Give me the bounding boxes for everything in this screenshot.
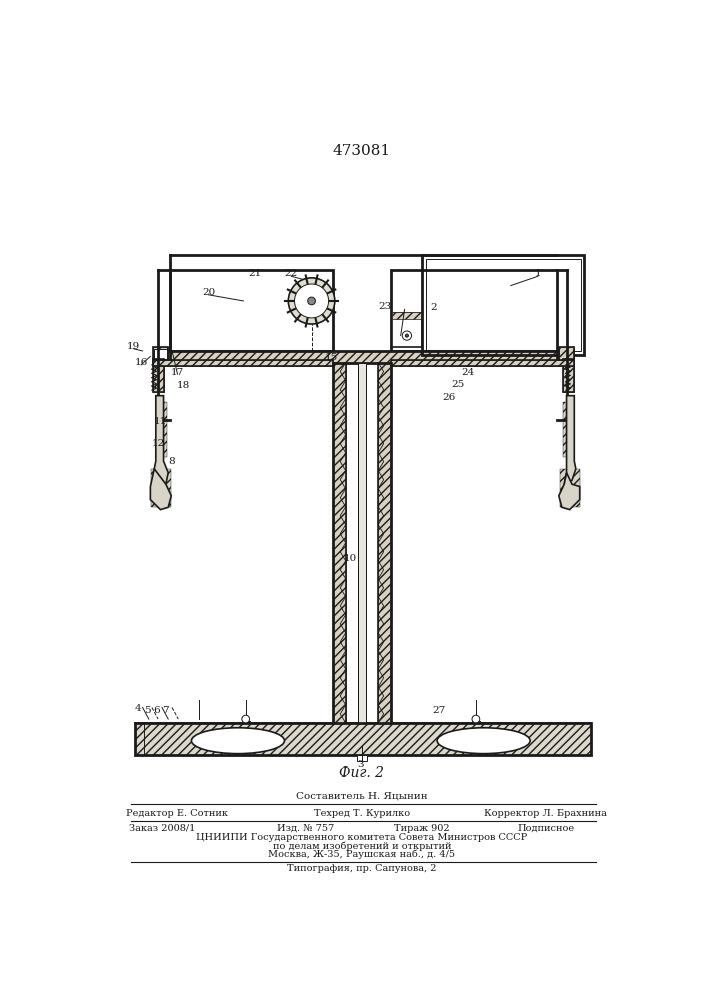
Bar: [156, 402, 168, 457]
Bar: [563, 359, 574, 392]
Circle shape: [472, 715, 480, 723]
Text: 6: 6: [153, 706, 160, 715]
Text: 25: 25: [452, 380, 464, 389]
Text: 3: 3: [357, 760, 363, 769]
Text: 5: 5: [144, 706, 151, 715]
Bar: [153, 360, 333, 366]
Text: 24: 24: [462, 368, 474, 377]
Text: 22: 22: [285, 269, 298, 278]
Text: 23: 23: [378, 302, 392, 311]
Circle shape: [405, 334, 409, 337]
Polygon shape: [564, 396, 575, 484]
Bar: [153, 359, 163, 392]
Text: 19: 19: [127, 342, 140, 351]
Circle shape: [295, 284, 329, 318]
Bar: [153, 360, 333, 366]
Bar: [170, 351, 557, 363]
Bar: [391, 270, 557, 351]
Bar: [392, 312, 421, 319]
Circle shape: [288, 278, 335, 324]
Bar: [391, 360, 574, 366]
Text: по делам изобретений и открытий: по делам изобретений и открытий: [273, 841, 451, 851]
Text: Составитель Н. Яцынин: Составитель Н. Яцынин: [296, 792, 428, 801]
Bar: [358, 363, 366, 723]
Polygon shape: [151, 469, 171, 510]
Ellipse shape: [192, 728, 284, 754]
Bar: [153, 347, 168, 361]
Bar: [333, 363, 346, 723]
Bar: [170, 351, 557, 363]
Text: 15: 15: [325, 353, 337, 362]
Text: 10: 10: [344, 554, 357, 563]
Text: Фиг. 2: Фиг. 2: [339, 766, 385, 780]
Text: 16: 16: [134, 358, 148, 367]
Polygon shape: [559, 473, 580, 510]
Text: 8: 8: [168, 457, 175, 466]
Bar: [356, 755, 368, 761]
Text: 17: 17: [171, 368, 184, 377]
Text: Корректор Л. Брахнина: Корректор Л. Брахнина: [484, 808, 607, 818]
Bar: [153, 347, 168, 361]
Text: Изд. № 757: Изд. № 757: [276, 824, 334, 833]
Text: 7: 7: [163, 706, 169, 715]
Circle shape: [242, 715, 250, 723]
Text: Москва, Ж-35, Раушская наб., д. 4/5: Москва, Ж-35, Раушская наб., д. 4/5: [269, 850, 455, 859]
Ellipse shape: [437, 728, 530, 754]
Bar: [391, 360, 574, 366]
Bar: [559, 347, 574, 361]
Text: 11: 11: [154, 417, 167, 426]
Bar: [563, 402, 574, 457]
Circle shape: [402, 331, 411, 340]
Bar: [378, 363, 391, 723]
Text: Заказ 2008/1: Заказ 2008/1: [129, 824, 195, 833]
Bar: [559, 347, 574, 361]
Text: 20: 20: [202, 288, 215, 297]
Text: 27: 27: [432, 706, 445, 715]
Bar: [151, 469, 171, 507]
Text: Редактор Е. Сотник: Редактор Е. Сотник: [127, 808, 228, 818]
Bar: [135, 723, 590, 755]
Text: 12: 12: [151, 439, 165, 448]
Polygon shape: [154, 396, 168, 484]
Text: 4: 4: [134, 704, 141, 713]
Text: Техред Т. Курилко: Техред Т. Курилко: [314, 808, 410, 818]
Bar: [170, 270, 333, 351]
Text: Подписное: Подписное: [517, 824, 574, 833]
Text: ЦНИИПИ Государственного комитета Совета Министров СССР: ЦНИИПИ Государственного комитета Совета …: [197, 833, 527, 842]
Bar: [153, 359, 163, 392]
Text: 26: 26: [442, 393, 455, 402]
Bar: [358, 363, 366, 723]
Text: 1: 1: [534, 269, 541, 278]
Bar: [563, 359, 574, 392]
Text: 473081: 473081: [333, 144, 391, 158]
Circle shape: [308, 297, 315, 305]
Bar: [392, 312, 421, 347]
Bar: [154, 349, 167, 359]
Text: 2: 2: [430, 303, 436, 312]
Bar: [135, 723, 590, 755]
Text: 18: 18: [177, 381, 190, 390]
Bar: [421, 255, 585, 355]
Bar: [426, 259, 580, 351]
Text: Тираж 902: Тираж 902: [394, 824, 450, 833]
Bar: [559, 469, 580, 507]
Text: Типография, пр. Сапунова, 2: Типография, пр. Сапунова, 2: [287, 864, 437, 873]
Text: 21: 21: [248, 269, 262, 278]
